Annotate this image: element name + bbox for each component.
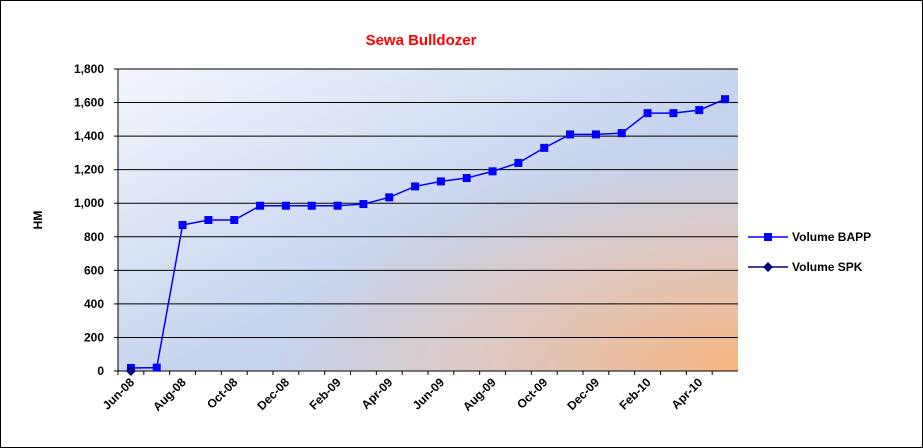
data-point (591, 130, 600, 139)
data-point (669, 109, 678, 118)
legend-label: Volume BAPP (792, 230, 871, 244)
data-point (643, 109, 652, 118)
data-point (436, 177, 445, 186)
legend-marker (763, 262, 773, 272)
y-tick-label: 0 (97, 364, 104, 378)
y-tick-label: 1,000 (74, 196, 104, 210)
data-point (125, 366, 136, 376)
chart-title: Sewa Bulldozer (366, 32, 477, 49)
data-point (462, 174, 471, 183)
data-point (695, 106, 704, 115)
y-axis-label: HM (31, 211, 45, 230)
data-point (617, 129, 626, 138)
data-point (204, 216, 213, 224)
data-point (178, 221, 187, 230)
y-tick-label: 1,600 (74, 96, 104, 110)
data-point (411, 182, 420, 191)
data-point (488, 167, 497, 176)
legend-marker (764, 233, 772, 241)
data-point (256, 201, 265, 210)
data-point (333, 201, 342, 210)
y-tick-label: 1,400 (74, 129, 104, 143)
data-point (359, 200, 368, 209)
data-point (540, 143, 549, 152)
data-point (566, 130, 575, 139)
y-tick-label: 1,800 (74, 62, 104, 76)
data-point (721, 95, 730, 104)
y-tick-label: 400 (84, 297, 104, 311)
y-tick-label: 600 (84, 263, 104, 277)
series-line (130, 98, 726, 369)
data-point (307, 201, 316, 210)
data-point (385, 193, 394, 202)
data-point (152, 363, 161, 372)
y-tick-label: 200 (84, 330, 104, 344)
y-tick-label: 1,200 (74, 163, 104, 177)
data-point (281, 201, 290, 210)
legend-label: Volume SPK (792, 260, 863, 274)
data-point (230, 216, 239, 224)
y-tick-label: 800 (84, 230, 104, 244)
data-point (514, 158, 523, 167)
